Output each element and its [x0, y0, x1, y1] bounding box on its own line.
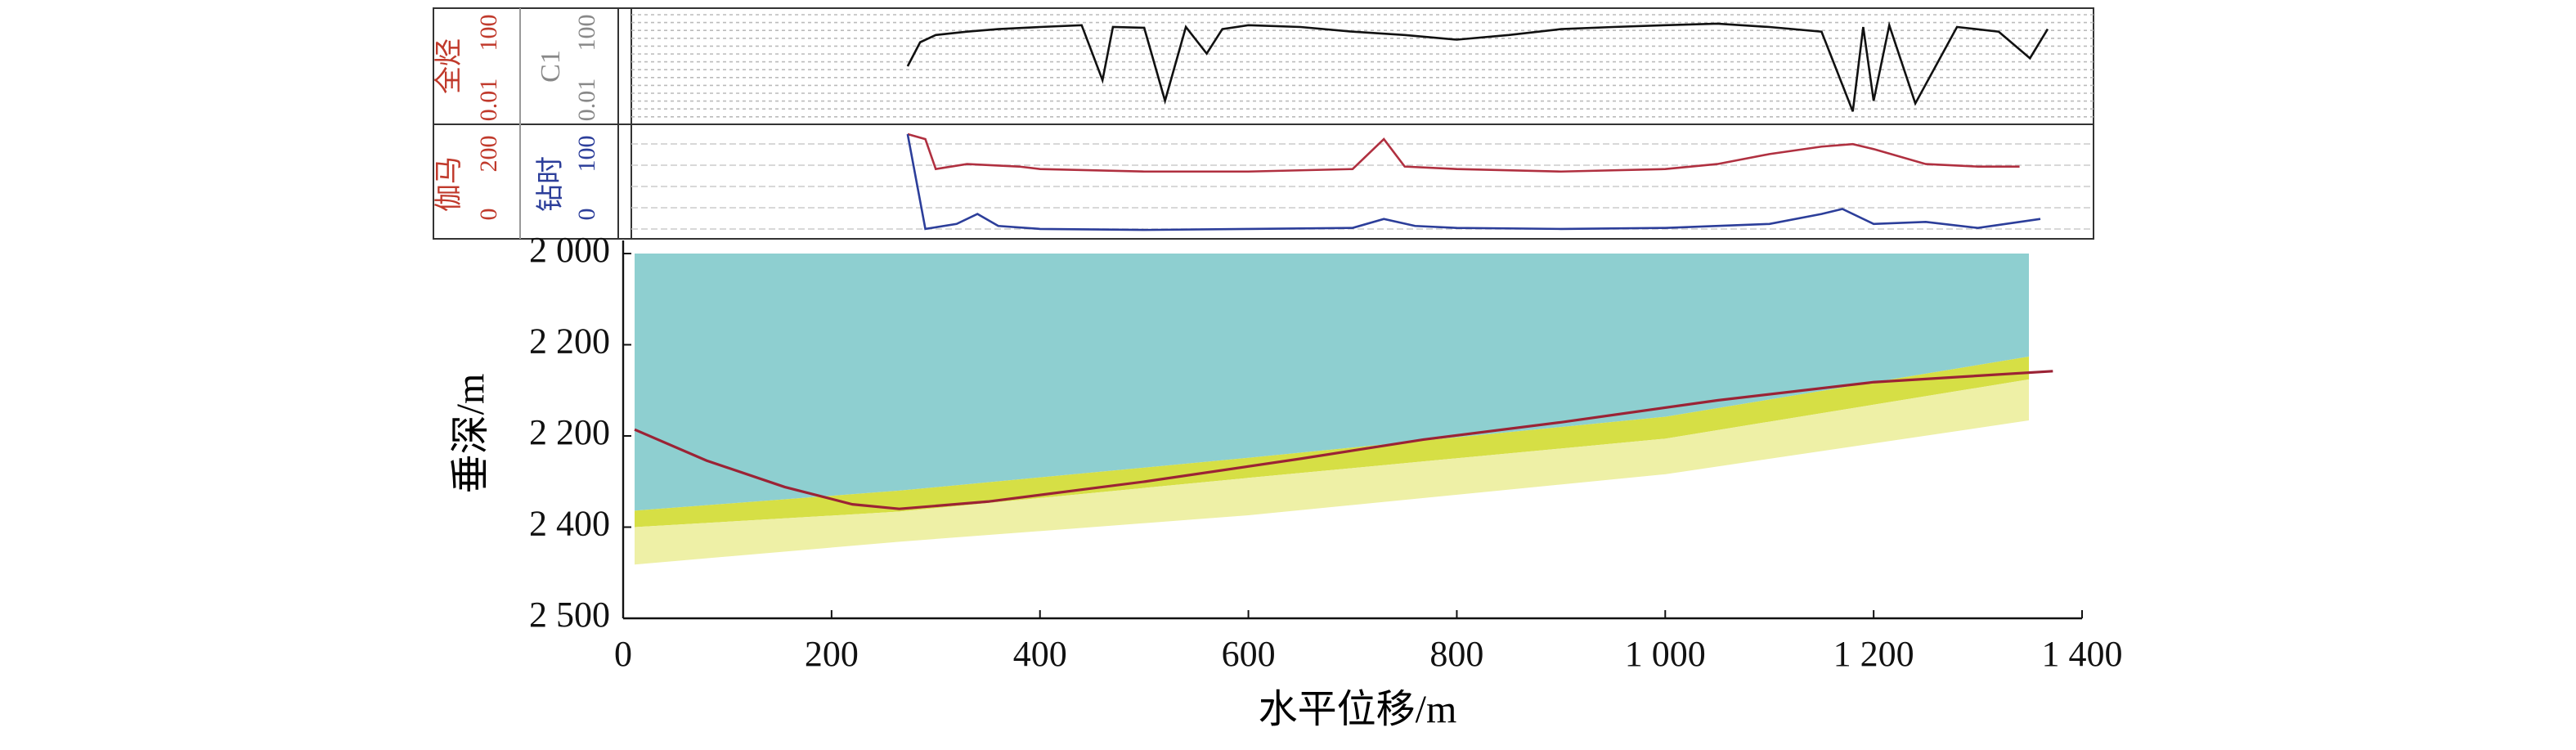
scale-tick-label: 100 — [573, 15, 600, 52]
x-tick-label: 1 400 — [2042, 634, 2123, 674]
scale-tick-label: 200 — [475, 136, 502, 173]
scale-name: 伽马 — [433, 156, 464, 212]
track-grid — [631, 14, 2094, 118]
x-axis-label: 水平位移/m — [1259, 688, 1457, 731]
x-tick-label: 400 — [1013, 634, 1067, 674]
y-tick-label: 2 500 — [529, 595, 610, 635]
x-tick-label: 0 — [614, 634, 632, 674]
scale-tick-label: 0 — [475, 209, 502, 221]
scale-tick-label: 100 — [573, 136, 600, 173]
layer — [635, 254, 2030, 511]
x-tick-label: 600 — [1222, 634, 1276, 674]
y-tick-label: 2 000 — [529, 230, 610, 270]
well-trajectory — [634, 370, 2053, 510]
log-curve — [907, 132, 2020, 173]
plot — [634, 20, 2053, 510]
y-axis-label: 垂深/m — [449, 374, 492, 494]
log-curve — [906, 20, 2049, 112]
scale-name: 钻时 — [535, 156, 566, 212]
layer — [635, 379, 2030, 565]
scale-tick-label: 100 — [475, 15, 502, 52]
scale-tick-label: 0.01 — [573, 79, 600, 122]
scale-name: C1 — [536, 50, 566, 83]
scale-tick-label: 0 — [573, 209, 600, 221]
x-tick-label: 800 — [1429, 634, 1483, 674]
layers — [635, 254, 2030, 565]
x-tick-label: 1 000 — [1625, 634, 1706, 674]
log-curve — [906, 133, 2041, 231]
layer — [635, 356, 2030, 528]
x-tick-label: 200 — [805, 634, 859, 674]
scale-name: 全烃 — [433, 38, 464, 94]
track-grid — [631, 143, 2094, 230]
y-tick-label: 2 200 — [529, 412, 610, 452]
y-tick-label: 2 200 — [529, 321, 610, 362]
y-tick-label: 2 400 — [529, 504, 610, 544]
scale-tick-label: 0.01 — [475, 79, 502, 122]
x-tick-label: 1 200 — [1833, 634, 1914, 674]
